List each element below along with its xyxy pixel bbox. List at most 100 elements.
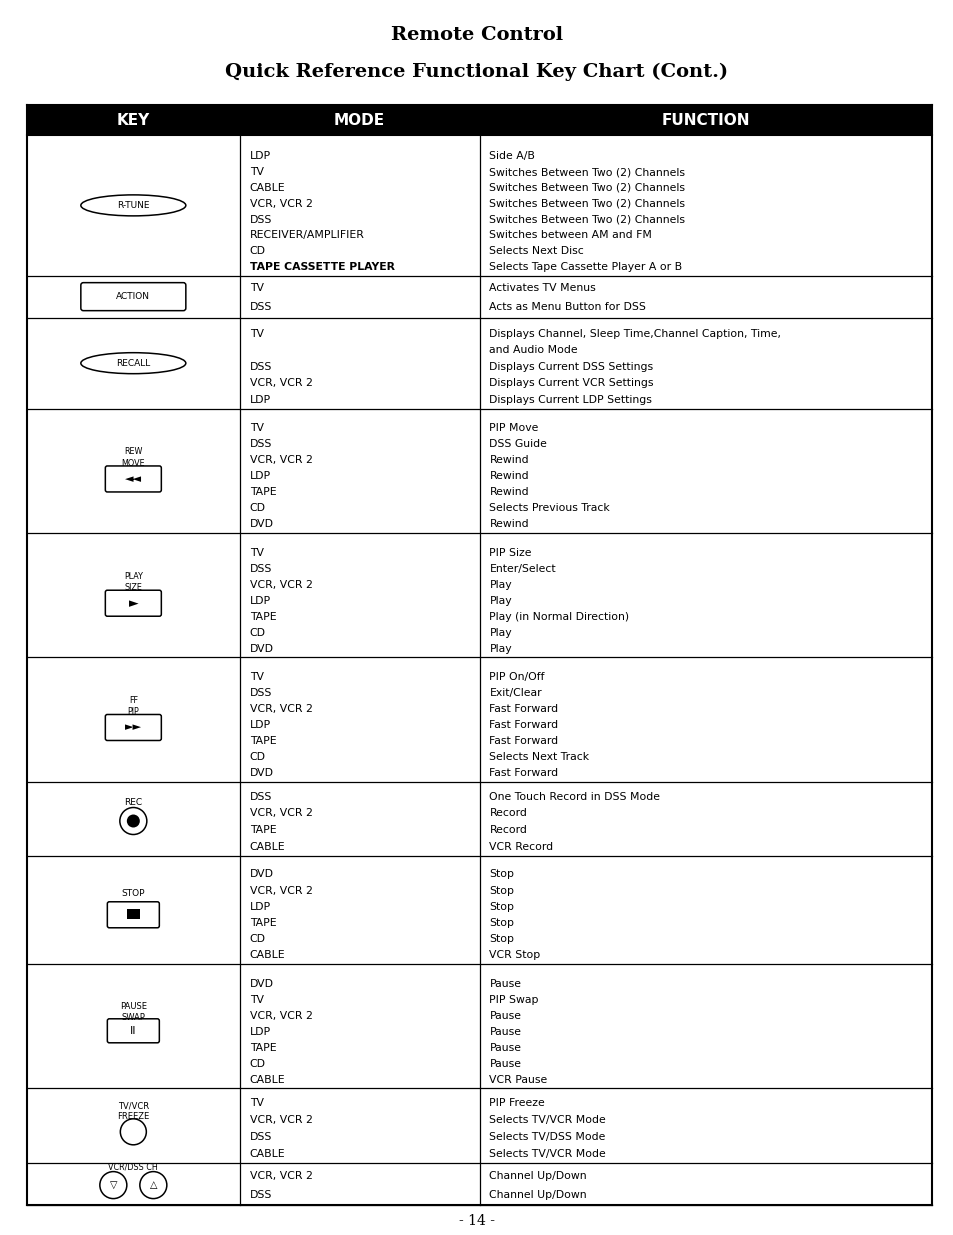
- Text: Rewind: Rewind: [489, 472, 529, 482]
- Text: REW: REW: [124, 447, 142, 457]
- Text: Displays Current LDP Settings: Displays Current LDP Settings: [489, 395, 652, 405]
- Circle shape: [100, 1172, 127, 1199]
- Text: Pause: Pause: [489, 1010, 521, 1021]
- Circle shape: [120, 1119, 146, 1145]
- Text: Record: Record: [489, 825, 527, 835]
- Text: DVD: DVD: [250, 768, 274, 778]
- Text: TV: TV: [250, 329, 263, 340]
- Text: VCR Pause: VCR Pause: [489, 1074, 547, 1084]
- Circle shape: [127, 815, 140, 827]
- Text: Displays Channel, Sleep Time,Channel Caption, Time,: Displays Channel, Sleep Time,Channel Cap…: [489, 329, 781, 340]
- Text: TAPE CASSETTE PLAYER: TAPE CASSETTE PLAYER: [250, 262, 395, 272]
- Text: △: △: [150, 1181, 157, 1191]
- Text: TAPE: TAPE: [250, 736, 276, 746]
- Text: Play: Play: [489, 579, 512, 589]
- Text: Channel Up/Down: Channel Up/Down: [489, 1171, 586, 1181]
- Text: VCR, VCR 2: VCR, VCR 2: [250, 199, 313, 209]
- Text: Fast Forward: Fast Forward: [489, 768, 558, 778]
- Text: LDP: LDP: [250, 472, 271, 482]
- Bar: [27, 317, 931, 409]
- Text: LDP: LDP: [250, 151, 271, 162]
- Text: FUNCTION: FUNCTION: [660, 112, 749, 127]
- Text: TAPE: TAPE: [250, 1042, 276, 1052]
- Text: DVD: DVD: [250, 869, 274, 879]
- Text: MOVE: MOVE: [121, 459, 145, 468]
- Text: Play (in Normal Direction): Play (in Normal Direction): [489, 611, 629, 621]
- Text: DSS: DSS: [250, 563, 272, 574]
- Text: PIP Swap: PIP Swap: [489, 994, 538, 1005]
- Text: DVD: DVD: [250, 979, 274, 989]
- Text: Fast Forward: Fast Forward: [489, 720, 558, 730]
- Text: Stop: Stop: [489, 934, 514, 944]
- Text: CD: CD: [250, 934, 265, 944]
- Text: FF: FF: [129, 697, 137, 705]
- Text: VCR, VCR 2: VCR, VCR 2: [250, 456, 313, 466]
- Text: Pause: Pause: [489, 1042, 521, 1052]
- Text: TAPE: TAPE: [250, 825, 276, 835]
- Bar: [27, 135, 931, 275]
- Text: Acts as Menu Button for DSS: Acts as Menu Button for DSS: [489, 303, 646, 312]
- Text: Selects Next Disc: Selects Next Disc: [489, 246, 583, 256]
- Text: Record: Record: [489, 809, 527, 819]
- Text: Selects Previous Track: Selects Previous Track: [489, 504, 610, 514]
- FancyBboxPatch shape: [108, 1019, 159, 1042]
- Text: CABLE: CABLE: [250, 183, 285, 193]
- Text: TV: TV: [250, 547, 263, 558]
- Text: VCR Stop: VCR Stop: [489, 950, 540, 961]
- Text: TAPE: TAPE: [250, 488, 276, 498]
- Text: Displays Current DSS Settings: Displays Current DSS Settings: [489, 362, 653, 372]
- Text: VCR/DSS CH: VCR/DSS CH: [109, 1162, 158, 1172]
- Bar: [27, 965, 931, 1088]
- Text: TAPE: TAPE: [250, 918, 276, 927]
- Text: LDP: LDP: [250, 902, 271, 911]
- Text: II: II: [130, 1026, 136, 1036]
- Text: Rewind: Rewind: [489, 488, 529, 498]
- Text: Switches Between Two (2) Channels: Switches Between Two (2) Channels: [489, 215, 685, 225]
- Text: REC: REC: [124, 798, 142, 806]
- Text: VCR, VCR 2: VCR, VCR 2: [250, 579, 313, 589]
- Text: Channel Up/Down: Channel Up/Down: [489, 1189, 586, 1199]
- Text: CABLE: CABLE: [250, 842, 285, 852]
- Ellipse shape: [81, 195, 186, 216]
- Text: VCR, VCR 2: VCR, VCR 2: [250, 1010, 313, 1021]
- Text: DVD: DVD: [250, 643, 274, 653]
- Text: Stop: Stop: [489, 918, 514, 927]
- Text: Side A/B: Side A/B: [489, 151, 535, 162]
- Text: Exit/Clear: Exit/Clear: [489, 688, 541, 698]
- FancyBboxPatch shape: [105, 466, 161, 492]
- Text: DSS Guide: DSS Guide: [489, 440, 547, 450]
- Text: TV: TV: [250, 672, 263, 682]
- Text: KEY: KEY: [116, 112, 150, 127]
- Text: TV: TV: [250, 994, 263, 1005]
- Text: Pause: Pause: [489, 1058, 521, 1068]
- Text: PLAY: PLAY: [124, 572, 143, 580]
- Text: DSS: DSS: [250, 1132, 272, 1142]
- Text: Switches Between Two (2) Channels: Switches Between Two (2) Channels: [489, 199, 685, 209]
- FancyBboxPatch shape: [105, 715, 161, 741]
- Text: TAPE: TAPE: [250, 611, 276, 621]
- Text: VCR, VCR 2: VCR, VCR 2: [250, 1115, 313, 1125]
- Text: Switches between AM and FM: Switches between AM and FM: [489, 231, 652, 241]
- Text: DSS: DSS: [250, 792, 272, 802]
- Text: Play: Play: [489, 627, 512, 637]
- Text: RECEIVER/AMPLIFIER: RECEIVER/AMPLIFIER: [250, 231, 364, 241]
- Text: PIP Move: PIP Move: [489, 424, 538, 433]
- Bar: [27, 856, 931, 965]
- Circle shape: [120, 808, 147, 835]
- Text: DSS: DSS: [250, 440, 272, 450]
- Text: RECALL: RECALL: [116, 358, 151, 368]
- Text: Stop: Stop: [489, 885, 514, 895]
- Text: Quick Reference Functional Key Chart (Cont.): Quick Reference Functional Key Chart (Co…: [225, 63, 728, 82]
- Bar: [27, 782, 931, 856]
- Text: TV/VCR: TV/VCR: [117, 1102, 149, 1110]
- Text: Enter/Select: Enter/Select: [489, 563, 556, 574]
- Text: DSS: DSS: [250, 362, 272, 372]
- Text: Selects Tape Cassette Player A or B: Selects Tape Cassette Player A or B: [489, 262, 682, 272]
- Text: CD: CD: [250, 246, 265, 256]
- Text: VCR Record: VCR Record: [489, 842, 553, 852]
- Text: and Audio Mode: and Audio Mode: [489, 346, 578, 356]
- Bar: [127, 909, 140, 919]
- Text: CD: CD: [250, 1058, 265, 1068]
- Text: VCR, VCR 2: VCR, VCR 2: [250, 704, 313, 714]
- Text: Selects TV/VCR Mode: Selects TV/VCR Mode: [489, 1149, 605, 1158]
